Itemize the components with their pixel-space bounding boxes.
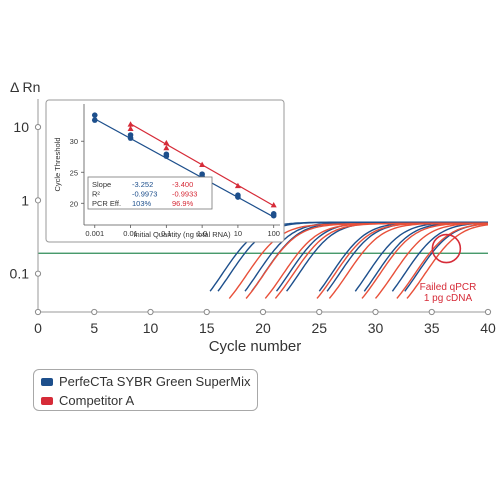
inset-point-competitor xyxy=(163,144,170,151)
legend-item-perfecta: PerfeCTa SYBR Green SuperMix xyxy=(41,372,257,391)
y-axis-title: Δ Rn xyxy=(10,79,40,95)
inset-point-competitor xyxy=(234,182,241,189)
x-axis-title: Cycle number xyxy=(209,338,302,355)
inset-x-tick-label: 1.0 xyxy=(197,229,207,238)
inset-y-tick-label: 25 xyxy=(70,168,78,177)
inset-point-perfecta xyxy=(235,194,241,200)
amplification-curve-competitor xyxy=(396,223,487,299)
stats-row-label: Slope xyxy=(92,180,111,189)
inset-point-perfecta xyxy=(127,135,134,141)
failed-qpcr-label: Failed qPCR xyxy=(420,282,477,293)
amplification-curves xyxy=(209,221,488,299)
stats-value-competitor: -0.9933 xyxy=(172,190,197,199)
x-tick-marker xyxy=(484,308,492,316)
y-tick-label: 1 xyxy=(21,192,29,208)
amplification-curve-perfecta xyxy=(275,221,488,292)
inset-y-title: Cycle Threshold xyxy=(53,137,62,191)
x-tick-label: 25 xyxy=(311,320,327,336)
x-tick-marker xyxy=(203,308,210,316)
inset-stats-box xyxy=(87,176,213,210)
x-tick-label: 40 xyxy=(480,320,496,336)
inset-fit-line-perfecta xyxy=(94,118,274,218)
inset-point-competitor xyxy=(270,201,277,208)
y-tick-marker xyxy=(34,123,42,131)
stats-row-label: R² xyxy=(92,190,100,199)
inset-frame xyxy=(45,99,285,243)
standard-curve-inset: 0.001 0.01 0.1 1.0 10 100 20 25 30 Initial Quanti… xyxy=(45,99,285,243)
inset-point-competitor xyxy=(127,121,134,127)
x-tick-marker xyxy=(372,308,379,316)
inset-point-competitor xyxy=(199,161,206,168)
x-tick-marker xyxy=(428,308,435,316)
inset-y-tick-label: 30 xyxy=(70,137,78,146)
legend-item-competitor: Competitor A xyxy=(41,391,257,410)
x-tick-label: 20 xyxy=(255,320,271,336)
stats-value-perfecta: 103% xyxy=(132,199,152,208)
legend-label-perfecta: PerfeCTa SYBR Green SuperMix xyxy=(59,374,251,389)
x-tick-label: 5 xyxy=(90,320,98,336)
legend: PerfeCTa SYBR Green SuperMix Competitor … xyxy=(33,369,258,411)
stats-row-label: PCR Eff. xyxy=(92,199,121,208)
inset-point-perfecta xyxy=(163,153,170,159)
inset-x-tick-label: 0.001 xyxy=(85,229,104,238)
y-tick-label: 0.1 xyxy=(10,266,30,282)
inset-point-competitor xyxy=(127,125,134,132)
y-tick-marker xyxy=(34,197,42,204)
inset-point-perfecta xyxy=(270,212,277,219)
legend-label-competitor: Competitor A xyxy=(59,393,135,408)
x-tick-label: 0 xyxy=(34,320,42,336)
inset-x-title: Initial Quantity (ng total RNA) xyxy=(133,230,231,239)
stats-value-competitor: -3.400 xyxy=(172,180,193,189)
inset-point-perfecta xyxy=(91,117,98,123)
y-tick-label: 10 xyxy=(13,119,29,135)
inset-x-tick-label: 0.01 xyxy=(123,229,138,238)
inset-point-competitor xyxy=(163,139,170,146)
inset-x-tick-label: 0.1 xyxy=(161,229,171,238)
stats-value-perfecta: -0.9973 xyxy=(132,190,157,199)
failed-qpcr-label: 1 pg cDNA xyxy=(424,293,473,304)
amplification-curve-competitor xyxy=(374,222,488,299)
x-tick-label: 35 xyxy=(424,320,440,336)
x-tick-marker xyxy=(316,308,323,316)
x-tick-marker xyxy=(259,308,267,316)
inset-x-tick-label: 10 xyxy=(234,229,242,238)
inset-x-tick-label: 100 xyxy=(267,229,280,238)
legend-swatch-competitor xyxy=(41,396,53,405)
x-tick-label: 30 xyxy=(368,320,384,336)
stats-value-competitor: 96.9% xyxy=(172,199,194,208)
y-tick-marker xyxy=(34,270,42,277)
x-tick-label: 10 xyxy=(143,320,159,336)
stats-value-perfecta: -3.252 xyxy=(132,180,153,189)
legend-swatch-perfecta xyxy=(41,377,53,386)
x-tick-marker xyxy=(34,308,42,316)
amplification-curve-competitor xyxy=(406,224,488,299)
failed-qpcr-circle xyxy=(431,233,462,264)
amplification-plot: 0 5 10 15 20 25 30 35 40 0.1 1 10 Δ Rn Cycle number Fa… xyxy=(10,79,496,355)
inset-point-perfecta xyxy=(91,112,98,118)
x-tick-marker xyxy=(91,308,98,316)
x-tick-marker xyxy=(147,308,154,316)
inset-y-tick-label: 20 xyxy=(70,199,78,208)
x-tick-label: 15 xyxy=(199,320,215,336)
